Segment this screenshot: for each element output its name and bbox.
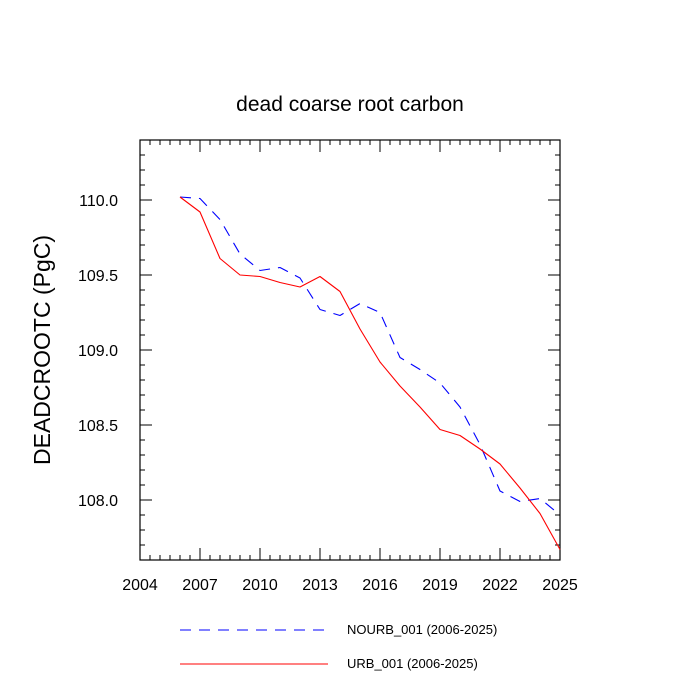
y-tick-label: 109.0 [78,343,118,360]
x-tick-label: 2010 [242,577,278,594]
series-line-nourb-001 [179,196,561,516]
series-line-urb-001 [179,196,561,550]
x-tick-label: 2022 [482,577,518,594]
plot-frame [139,139,561,561]
x-tick-label: 2025 [542,577,578,594]
major-ticks [139,140,561,560]
x-tick-label: 2019 [422,577,458,594]
y-axis-label: DEADCROOTC (PgC) [29,235,55,465]
y-tick-labels: 108.0 108.5 109.0 109.5 110.0 [78,193,118,510]
y-tick-label: 108.0 [78,493,118,510]
x-tick-label: 2016 [362,577,398,594]
legend-label-urb: URB_001 (2006-2025) [347,656,478,671]
legend-label-nourb: NOURB_001 (2006-2025) [347,622,497,637]
plot-series [179,196,561,550]
minor-ticks [139,139,561,561]
y-tick-label: 108.5 [78,418,118,435]
x-tick-labels: 2004 2007 2010 2013 2016 2019 2022 2025 [122,577,578,594]
x-tick-label: 2004 [122,577,158,594]
legend: NOURB_001 (2006-2025) URB_001 (2006-2025… [180,622,497,671]
chart-title: dead coarse root carbon [236,93,464,116]
x-tick-label: 2013 [302,577,338,594]
x-tick-label: 2007 [182,577,218,594]
y-tick-label: 110.0 [79,193,118,210]
y-tick-label: 109.5 [78,268,118,285]
